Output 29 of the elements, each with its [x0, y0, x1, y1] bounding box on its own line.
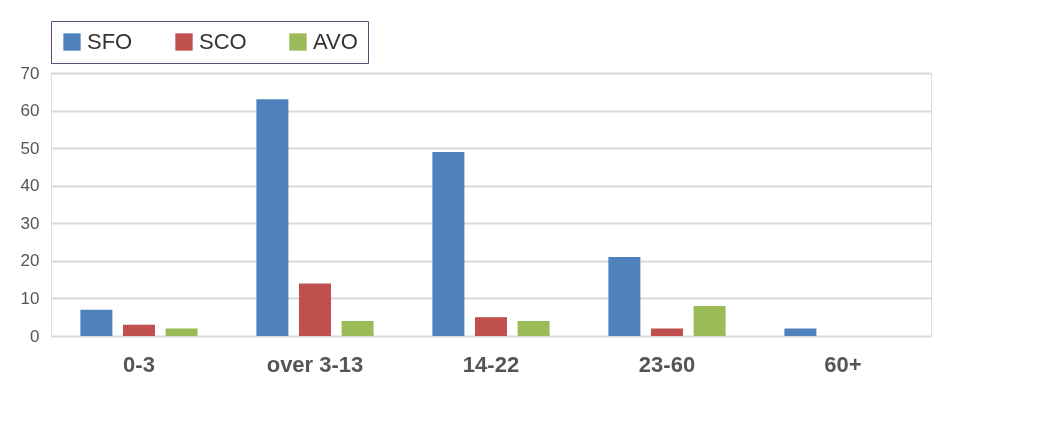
legend-label: SFO — [87, 29, 133, 54]
bar — [784, 328, 817, 336]
x-tick-label: over 3-13 — [266, 351, 364, 377]
bar — [341, 320, 374, 336]
y-tick-label: 40 — [20, 176, 40, 196]
bar — [517, 320, 550, 336]
y-tick-label: 20 — [20, 251, 40, 271]
bar — [80, 309, 113, 336]
y-tick-label: 70 — [20, 63, 40, 83]
bar — [123, 324, 155, 336]
legend-label: AVO — [313, 29, 358, 54]
x-tick-label: 60+ — [824, 351, 862, 377]
x-tick-label: 14-22 — [462, 351, 520, 377]
y-tick-label: 10 — [20, 288, 40, 308]
bar — [693, 305, 726, 336]
y-tick-label: 60 — [20, 101, 40, 121]
bar — [299, 283, 331, 336]
y-tick-label: 0 — [30, 326, 40, 346]
bar — [256, 99, 289, 336]
bar — [475, 317, 507, 336]
bar — [651, 328, 683, 336]
legend-label: SCO — [199, 29, 247, 54]
bar — [432, 151, 465, 336]
y-tick-label: 30 — [20, 213, 40, 233]
x-tick-label: 23-60 — [638, 351, 696, 377]
y-tick-label: 50 — [20, 138, 40, 158]
bar — [165, 328, 198, 336]
bar — [608, 257, 641, 336]
x-tick-label: 0-3 — [123, 351, 155, 377]
